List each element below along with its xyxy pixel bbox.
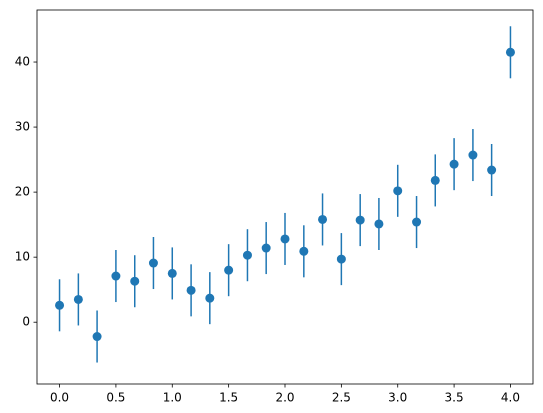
- x-tick-label: 0.5: [106, 391, 125, 405]
- data-point: [468, 150, 478, 160]
- data-point: [130, 276, 140, 286]
- x-tick-label: 1.5: [219, 391, 238, 405]
- data-point: [280, 234, 290, 244]
- data-point: [55, 300, 65, 310]
- x-tick-label: 0.0: [50, 391, 69, 405]
- data-point: [148, 258, 158, 268]
- x-tick-label: 3.0: [388, 391, 407, 405]
- data-point: [242, 250, 252, 260]
- data-point: [487, 165, 497, 175]
- data-point: [205, 293, 215, 303]
- data-point: [412, 217, 422, 227]
- plot-frame: [36, 9, 534, 385]
- data-point: [449, 159, 459, 169]
- data-point: [336, 254, 346, 264]
- y-tick-label: 0: [22, 315, 30, 329]
- data-point: [167, 268, 177, 278]
- data-point: [355, 215, 365, 225]
- y-tick-label: 10: [15, 250, 30, 264]
- data-point: [261, 243, 271, 253]
- data-point: [430, 175, 440, 185]
- data-point: [111, 271, 121, 281]
- x-tick-label: 2.5: [332, 391, 351, 405]
- x-tick-label: 2.0: [275, 391, 294, 405]
- x-tick-label: 1.0: [163, 391, 182, 405]
- y-tick-label: 40: [15, 55, 30, 69]
- data-point: [299, 246, 309, 256]
- data-point: [73, 294, 83, 304]
- data-point: [224, 265, 234, 275]
- data-point: [92, 332, 102, 342]
- y-tick-label: 30: [15, 120, 30, 134]
- data-point: [374, 219, 384, 229]
- x-tick-label: 4.0: [501, 391, 520, 405]
- data-point: [186, 285, 196, 295]
- data-point: [318, 214, 328, 224]
- y-tick-label: 20: [15, 185, 30, 199]
- data-point: [505, 47, 515, 57]
- data-point: [393, 186, 403, 196]
- x-tick-label: 3.5: [445, 391, 464, 405]
